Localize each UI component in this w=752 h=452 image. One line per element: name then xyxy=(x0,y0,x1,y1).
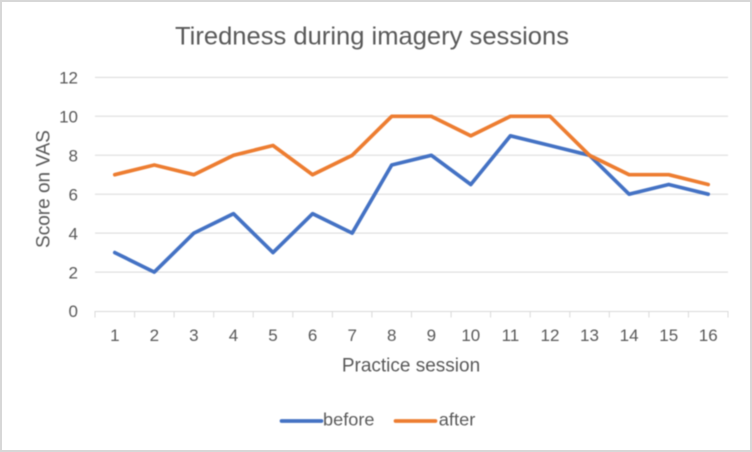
svg-text:8: 8 xyxy=(387,326,396,345)
svg-text:4: 4 xyxy=(69,224,78,243)
svg-text:10: 10 xyxy=(59,108,78,127)
svg-text:14: 14 xyxy=(620,326,639,345)
svg-text:15: 15 xyxy=(659,326,678,345)
svg-text:7: 7 xyxy=(347,326,356,345)
svg-text:2: 2 xyxy=(69,263,78,282)
svg-text:5: 5 xyxy=(268,326,277,345)
svg-text:1: 1 xyxy=(110,326,119,345)
svg-text:10: 10 xyxy=(461,326,480,345)
svg-text:0: 0 xyxy=(69,302,78,321)
svg-text:after: after xyxy=(439,410,476,430)
svg-text:6: 6 xyxy=(69,185,78,204)
svg-text:12: 12 xyxy=(59,69,78,88)
svg-text:3: 3 xyxy=(189,326,198,345)
svg-text:4: 4 xyxy=(229,326,238,345)
svg-text:11: 11 xyxy=(502,326,520,345)
svg-text:12: 12 xyxy=(541,326,560,345)
svg-text:Score on VAS: Score on VAS xyxy=(34,130,55,248)
svg-text:13: 13 xyxy=(580,326,599,345)
svg-text:16: 16 xyxy=(699,326,718,345)
svg-text:6: 6 xyxy=(308,326,317,345)
svg-text:2: 2 xyxy=(150,326,159,345)
svg-text:8: 8 xyxy=(69,147,78,166)
svg-text:Tiredness during imagery sessi: Tiredness during imagery sessions xyxy=(175,23,569,51)
svg-text:before: before xyxy=(323,410,375,430)
svg-text:Practice session: Practice session xyxy=(342,356,480,377)
svg-text:9: 9 xyxy=(427,326,436,345)
